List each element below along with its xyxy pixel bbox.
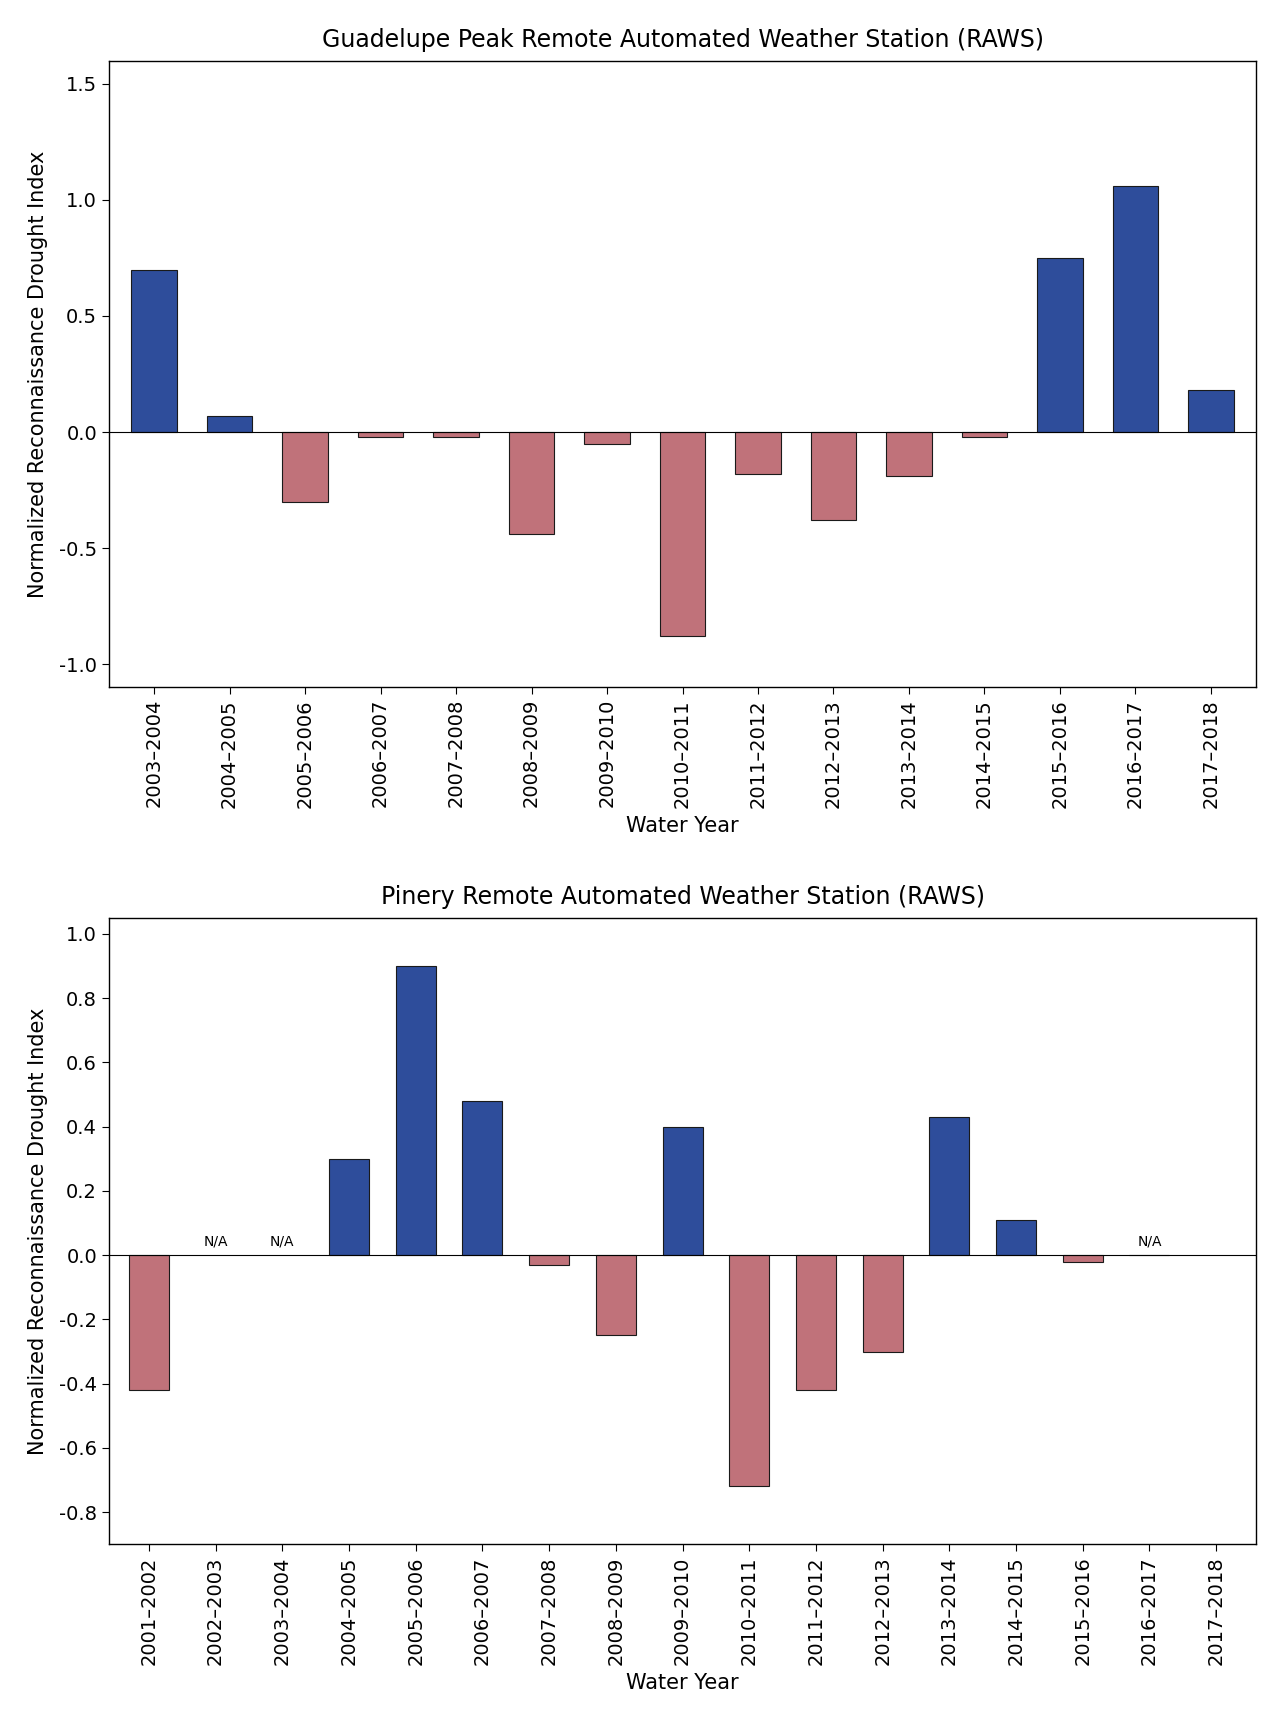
Title: Guadelupe Peak Remote Automated Weather Station (RAWS): Guadelupe Peak Remote Automated Weather … [321, 28, 1044, 52]
Y-axis label: Normalized Reconnaissance Drought Index: Normalized Reconnaissance Drought Index [28, 150, 48, 597]
Bar [1063, 1255, 1103, 1261]
Bar [395, 965, 435, 1255]
Bar [663, 1127, 702, 1255]
Bar [996, 1220, 1036, 1255]
Bar [729, 1255, 769, 1487]
X-axis label: Water Year: Water Year [627, 816, 738, 836]
Bar [508, 432, 555, 534]
Text: N/A: N/A [270, 1234, 294, 1249]
Bar [796, 1255, 836, 1391]
Bar [863, 1255, 903, 1351]
Bar [462, 1101, 502, 1255]
Bar [886, 432, 932, 477]
Bar [358, 432, 403, 437]
Bar [596, 1255, 636, 1335]
Bar [434, 432, 479, 437]
Bar [930, 1117, 969, 1255]
Text: N/A: N/A [1138, 1234, 1162, 1249]
Bar [962, 432, 1007, 437]
Y-axis label: Normalized Reconnaissance Drought Index: Normalized Reconnaissance Drought Index [28, 1007, 48, 1454]
X-axis label: Water Year: Water Year [627, 1673, 738, 1693]
Bar [529, 1255, 569, 1265]
Title: Pinery Remote Automated Weather Station (RAWS): Pinery Remote Automated Weather Station … [380, 885, 985, 909]
Bar [1188, 391, 1234, 432]
Bar [207, 416, 252, 432]
Bar [131, 270, 177, 432]
Bar [811, 432, 856, 520]
Bar [660, 432, 705, 637]
Bar [128, 1255, 169, 1391]
Bar [1037, 258, 1082, 432]
Text: N/A: N/A [203, 1234, 227, 1249]
Bar [1113, 186, 1158, 432]
Bar [329, 1158, 369, 1255]
Bar [584, 432, 629, 444]
Bar [282, 432, 327, 501]
Bar [736, 432, 781, 473]
